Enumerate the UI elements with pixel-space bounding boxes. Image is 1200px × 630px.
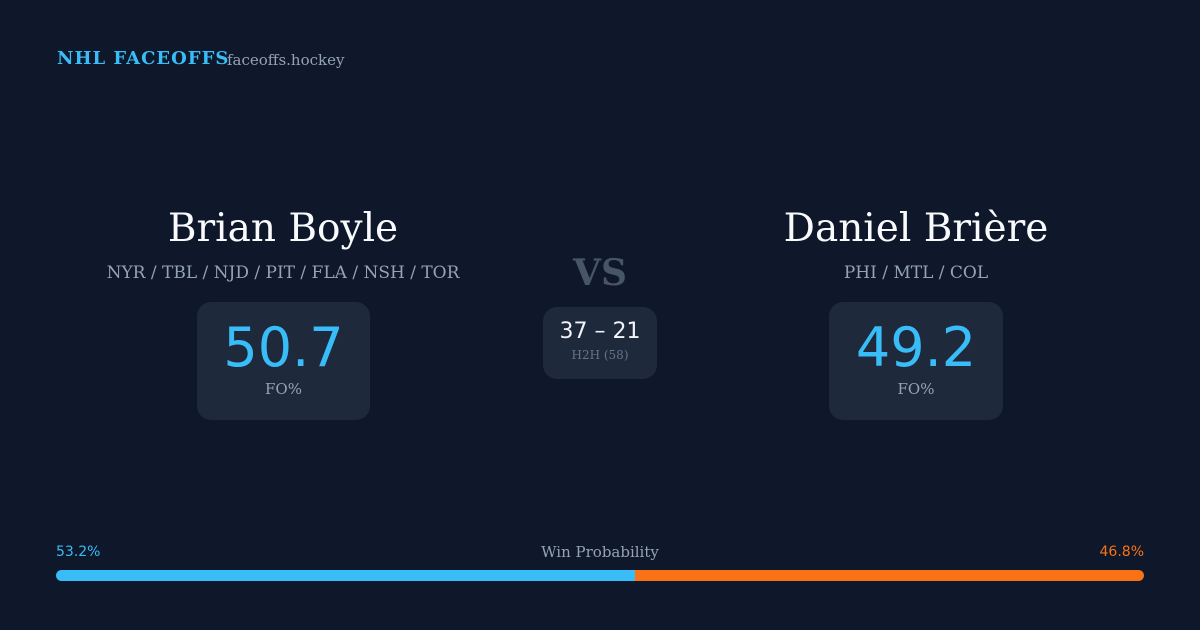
fo-value: 50.7: [223, 316, 344, 379]
left-probability: 53.2%: [56, 544, 101, 560]
probability-bar: [56, 570, 1144, 581]
player-name: Daniel Brière: [783, 206, 1049, 251]
h2h-record: 37 – 21: [559, 319, 641, 344]
fo-card: 50.7 FO%: [197, 302, 370, 420]
versus: VS: [573, 252, 627, 294]
h2h-card: 37 – 21 H2H (58): [543, 307, 657, 379]
brand: NHL FACEOFFS: [57, 48, 230, 69]
player-name: Brian Boyle: [167, 206, 399, 251]
fo-label: FO%: [265, 380, 302, 398]
probability-segment: [56, 570, 635, 581]
right-probability: 46.8%: [1099, 544, 1144, 560]
h2h-label: H2H (58): [571, 348, 629, 362]
probability-title: Win Probability: [541, 543, 659, 561]
fo-card: 49.2 FO%: [829, 302, 1003, 420]
fo-value: 49.2: [855, 316, 977, 379]
player-teams: PHI / MTL / COL: [843, 263, 989, 283]
probability-segment: [634, 570, 1144, 581]
fo-label: FO%: [897, 380, 935, 398]
player-teams: NYR / TBL / NJD / PIT / FLA / NSH / TOR: [106, 263, 460, 283]
site-url: faceoffs.hockey: [227, 51, 345, 69]
